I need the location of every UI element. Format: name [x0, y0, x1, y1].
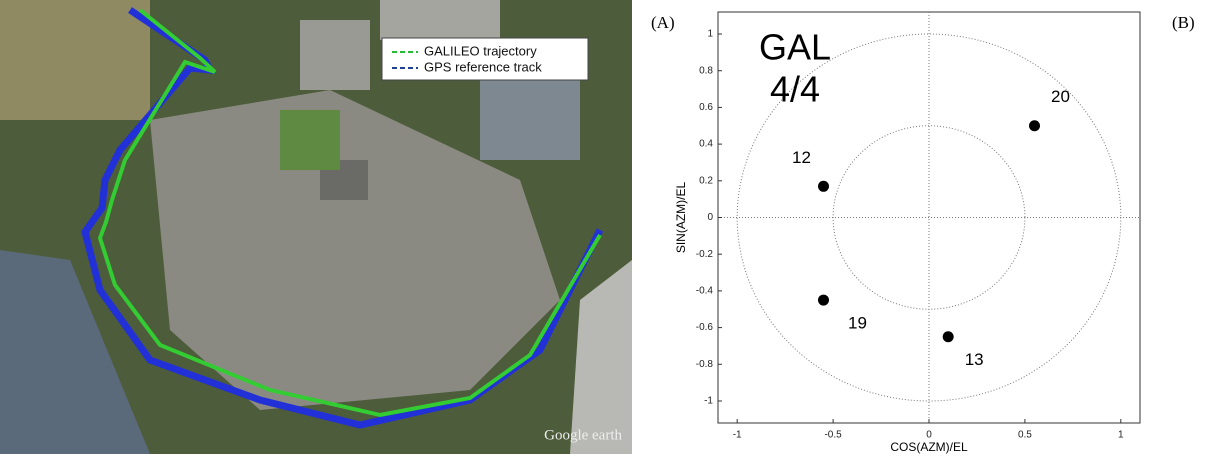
satellite-point [818, 181, 829, 192]
panel-label: (A) [651, 13, 675, 32]
y-tick-label: -0.6 [696, 322, 714, 333]
x-axis-label: COS(AZM)/EL [890, 440, 968, 454]
figure: GALILEO trajectory GPS reference track G… [0, 0, 1208, 454]
y-tick-label: -1 [704, 396, 713, 407]
watermark: Google earth [544, 427, 622, 443]
y-tick-label: -0.2 [696, 249, 714, 260]
y-axis-label: SIN(AZM)/EL [674, 182, 688, 254]
point-label: 12 [792, 148, 811, 167]
y-tick-label: 0.6 [699, 102, 713, 113]
y-tick-label: 0.4 [699, 139, 713, 150]
chart-title: GAL [759, 27, 831, 68]
page: {"panels": ["(A)", "(B)"], "image": {"le… [0, 0, 1208, 459]
point-label: 13 [965, 350, 984, 369]
legend-label: GPS reference track [424, 59, 542, 74]
y-tick-label: 1 [707, 29, 713, 40]
chart-title: 4/4 [770, 69, 820, 110]
y-tick-label: 0.2 [699, 175, 713, 186]
panel-label: (B) [1172, 13, 1195, 32]
satellite-point [818, 295, 829, 306]
x-tick-label: -0.5 [824, 430, 842, 441]
aerial-image: GALILEO trajectory GPS reference track G… [0, 0, 632, 454]
x-tick-label: 1 [1118, 430, 1124, 441]
point-label: 19 [848, 314, 867, 333]
satellite-point [1029, 120, 1040, 131]
legend-label: GALILEO trajectory [424, 43, 537, 58]
x-tick-label: 0 [926, 430, 932, 441]
y-tick-label: -0.4 [696, 286, 714, 297]
x-tick-label: 0.5 [1018, 430, 1032, 441]
y-tick-label: 0.8 [699, 65, 713, 76]
x-tick-label: -1 [733, 430, 742, 441]
y-tick-label: 0 [707, 212, 713, 223]
satellite-point [943, 331, 954, 342]
point-label: 20 [1051, 87, 1070, 106]
y-tick-label: -0.8 [696, 359, 714, 370]
